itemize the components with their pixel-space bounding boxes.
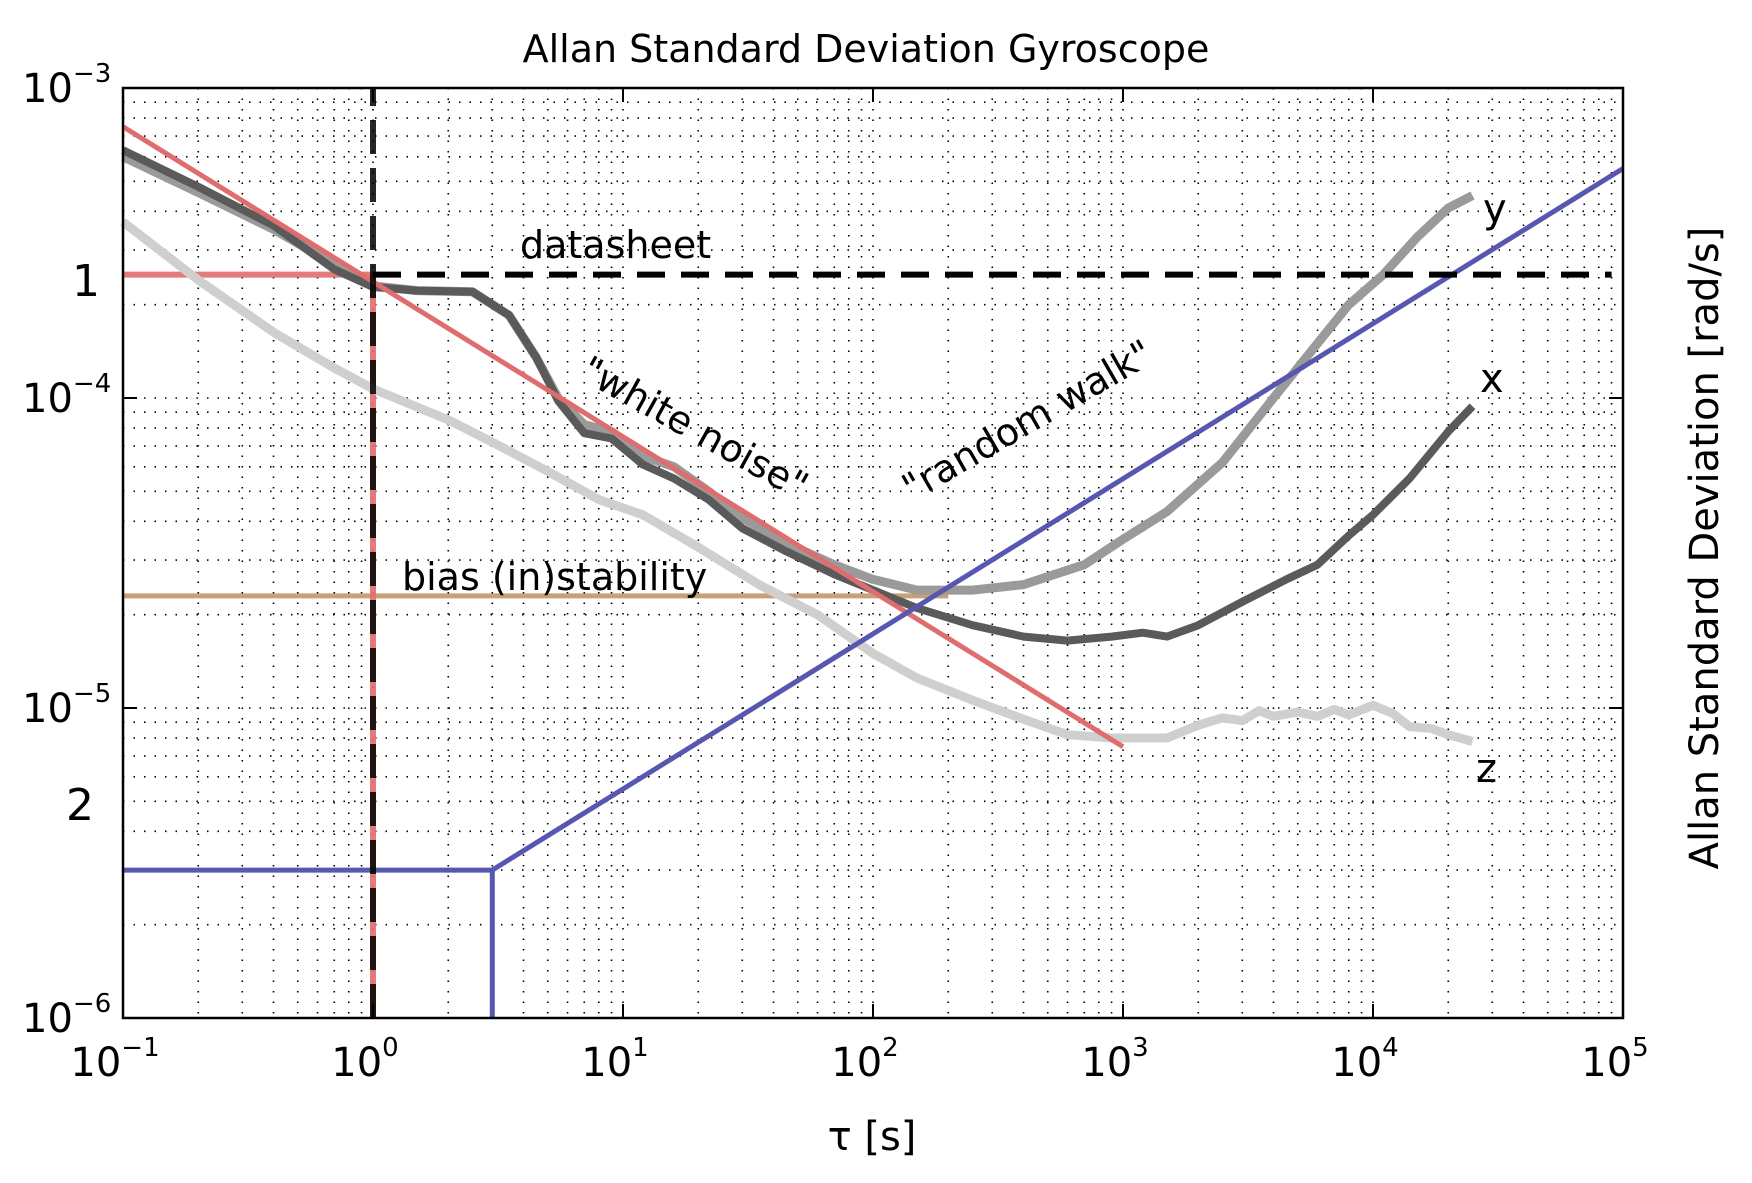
series-label-z: z: [1476, 746, 1497, 792]
x-tick-label: 100: [331, 1033, 398, 1086]
white-noise-fit-line: [121, 124, 1125, 749]
y-tick-label: 10−5: [22, 679, 111, 732]
marker-1: 1: [72, 256, 100, 307]
y-axis-label: Allan Standard Deviation [rad/s]: [1682, 227, 1728, 870]
series-label-y: y: [1483, 186, 1507, 232]
grid-lines: [123, 88, 1623, 1018]
x-tick-label: 10−1: [70, 1033, 159, 1086]
annotation-bias-instability: bias (in)stability: [402, 555, 707, 599]
x-tick-label: 105: [1581, 1033, 1648, 1086]
series-label-x: x: [1480, 356, 1504, 402]
x-tick-label: 102: [831, 1033, 898, 1086]
x-tick-label: 103: [1081, 1033, 1148, 1086]
series-line-z: [120, 218, 1474, 746]
x-tick-label: 101: [581, 1033, 648, 1086]
series-layer: [120, 88, 1625, 1018]
y-tick-label: 10−4: [22, 369, 111, 422]
chart-title: Allan Standard Deviation Gyroscope: [523, 27, 1210, 71]
marker-2: 2: [66, 780, 94, 831]
y-tick-label: 10−3: [22, 59, 111, 112]
series-line-x: [121, 146, 1476, 645]
y-tick-label: 10−6: [22, 989, 111, 1042]
x-tick-labels: 10−1 100 101 102 103 104 105: [70, 1033, 1648, 1086]
random-walk-fit-line: [490, 166, 1625, 873]
x-axis-label: τ [s]: [828, 1114, 917, 1160]
y-tick-labels: 10−3 10−4 10−5 10−6: [22, 59, 111, 1042]
tick-marks: [122, 87, 1624, 1019]
annotation-datasheet: datasheet: [520, 223, 711, 267]
x-tick-label: 104: [1331, 1033, 1398, 1086]
